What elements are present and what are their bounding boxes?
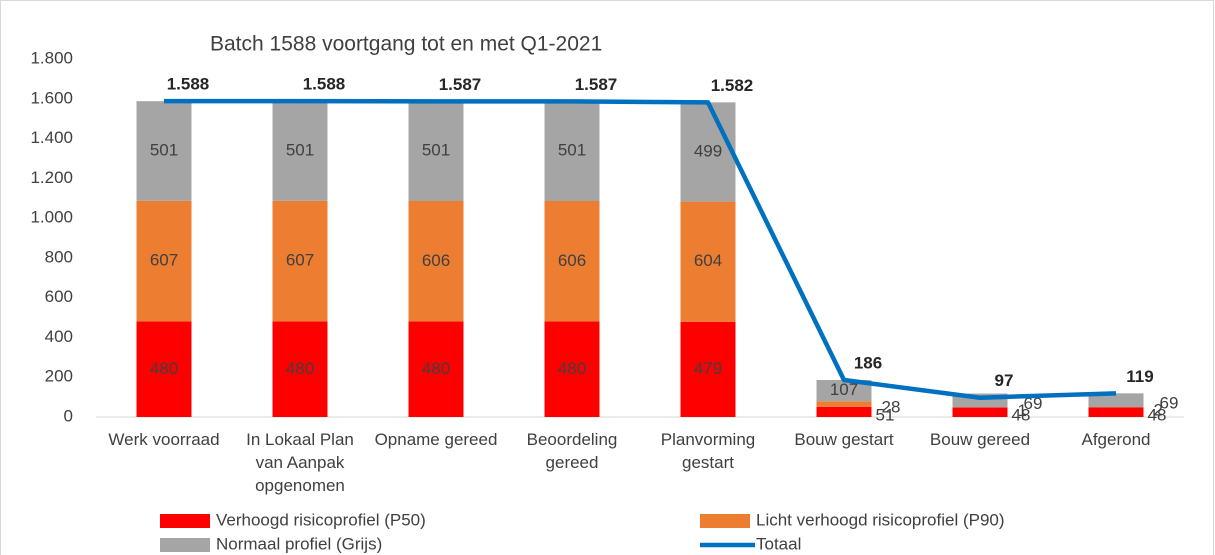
x-tick-label: Planvorming gestart — [660, 430, 756, 472]
data-label: 501 — [558, 141, 586, 160]
y-tick-label: 0 — [64, 406, 73, 425]
data-label: 51 — [876, 405, 895, 424]
data-label: 606 — [422, 251, 450, 270]
total-label: 1.587 — [575, 75, 618, 94]
total-label: 1.582 — [711, 76, 754, 95]
y-tick-label: 1.000 — [30, 208, 73, 227]
data-label: 1 — [1018, 401, 1027, 420]
data-label: 480 — [422, 359, 450, 378]
total-label: 1.587 — [439, 75, 482, 94]
bar-segment — [272, 101, 328, 201]
bar-segment — [1088, 393, 1144, 408]
bar-segment — [952, 407, 1008, 417]
legend-swatch — [160, 514, 210, 528]
x-tick-label: Bouw gestart — [794, 430, 894, 449]
bar-segment — [408, 101, 464, 202]
y-tick-label: 800 — [45, 247, 73, 266]
data-label: 69 — [1160, 394, 1179, 413]
bar-segment — [136, 200, 192, 322]
x-tick-label: Opname gereed — [374, 430, 498, 449]
y-tick-label: 1.600 — [30, 88, 73, 107]
bar-segment — [408, 321, 464, 417]
bar-segment — [816, 406, 872, 417]
y-tick-label: 1.400 — [30, 128, 73, 147]
x-tick-label: Afgerond — [1081, 430, 1151, 449]
data-label: 28 — [882, 398, 901, 417]
bar-segment — [544, 201, 600, 322]
bar-segment — [680, 102, 736, 202]
data-label: 107 — [830, 380, 858, 399]
total-label: 1.588 — [303, 75, 346, 94]
bar-segment — [816, 380, 872, 402]
bar-segment — [272, 200, 328, 322]
bar-segment — [272, 321, 328, 417]
data-label: 607 — [286, 251, 314, 270]
y-tick-label: 400 — [45, 327, 73, 346]
bar-segment — [680, 321, 736, 417]
data-label: 501 — [422, 141, 450, 160]
data-label: 480 — [286, 359, 314, 378]
bar-segment — [136, 101, 192, 201]
y-tick-label: 200 — [45, 367, 73, 386]
data-label: 606 — [558, 251, 586, 270]
data-label: 501 — [286, 140, 314, 159]
legend-label: Verhoogd risicoprofiel (P50) — [216, 510, 426, 529]
data-label: 501 — [150, 140, 178, 159]
data-label: 499 — [694, 141, 722, 160]
y-tick-label: 1.800 — [30, 48, 73, 67]
legend-swatch — [160, 538, 210, 552]
total-label: 1.588 — [167, 75, 210, 94]
total-line — [164, 98, 1117, 400]
x-tick-label: In Lokaal Plan van Aanpak opgenomen — [246, 430, 354, 495]
data-label: 48 — [1148, 406, 1167, 425]
y-tick-label: 600 — [45, 287, 73, 306]
data-label: 480 — [150, 359, 178, 378]
y-tick-label: 1.200 — [30, 168, 73, 187]
bar-segment — [544, 101, 600, 202]
data-label: 607 — [150, 251, 178, 270]
x-tick-label: Bouw gereed — [929, 430, 1031, 449]
data-label: 2 — [1154, 401, 1163, 420]
legend-label: Normaal profiel (Grijs) — [216, 534, 382, 553]
total-label: 186 — [854, 353, 882, 372]
data-label: 604 — [694, 251, 722, 270]
legend-label: Licht verhoogd risicoprofiel (P90) — [756, 510, 1005, 529]
data-label: 48 — [1012, 406, 1031, 425]
x-tick-label: Beoordeling gereed — [526, 430, 618, 472]
data-label: 480 — [558, 359, 586, 378]
bar-segment — [544, 321, 600, 417]
bar-segment — [680, 201, 736, 322]
x-tick-label: Werk voorraad — [108, 430, 220, 449]
data-label: 69 — [1024, 394, 1043, 413]
chart-title: Batch 1588 voortgang tot en met Q1-2021 — [210, 33, 602, 56]
bar-segment — [136, 321, 192, 417]
total-label: 97 — [995, 371, 1014, 390]
legend-label: Totaal — [756, 534, 801, 553]
data-label: 479 — [694, 359, 722, 378]
bar-segment — [1088, 407, 1144, 417]
bar-segment — [408, 201, 464, 322]
total-label: 119 — [1126, 367, 1153, 386]
bar-segment — [816, 401, 872, 407]
legend-swatch — [700, 514, 750, 528]
